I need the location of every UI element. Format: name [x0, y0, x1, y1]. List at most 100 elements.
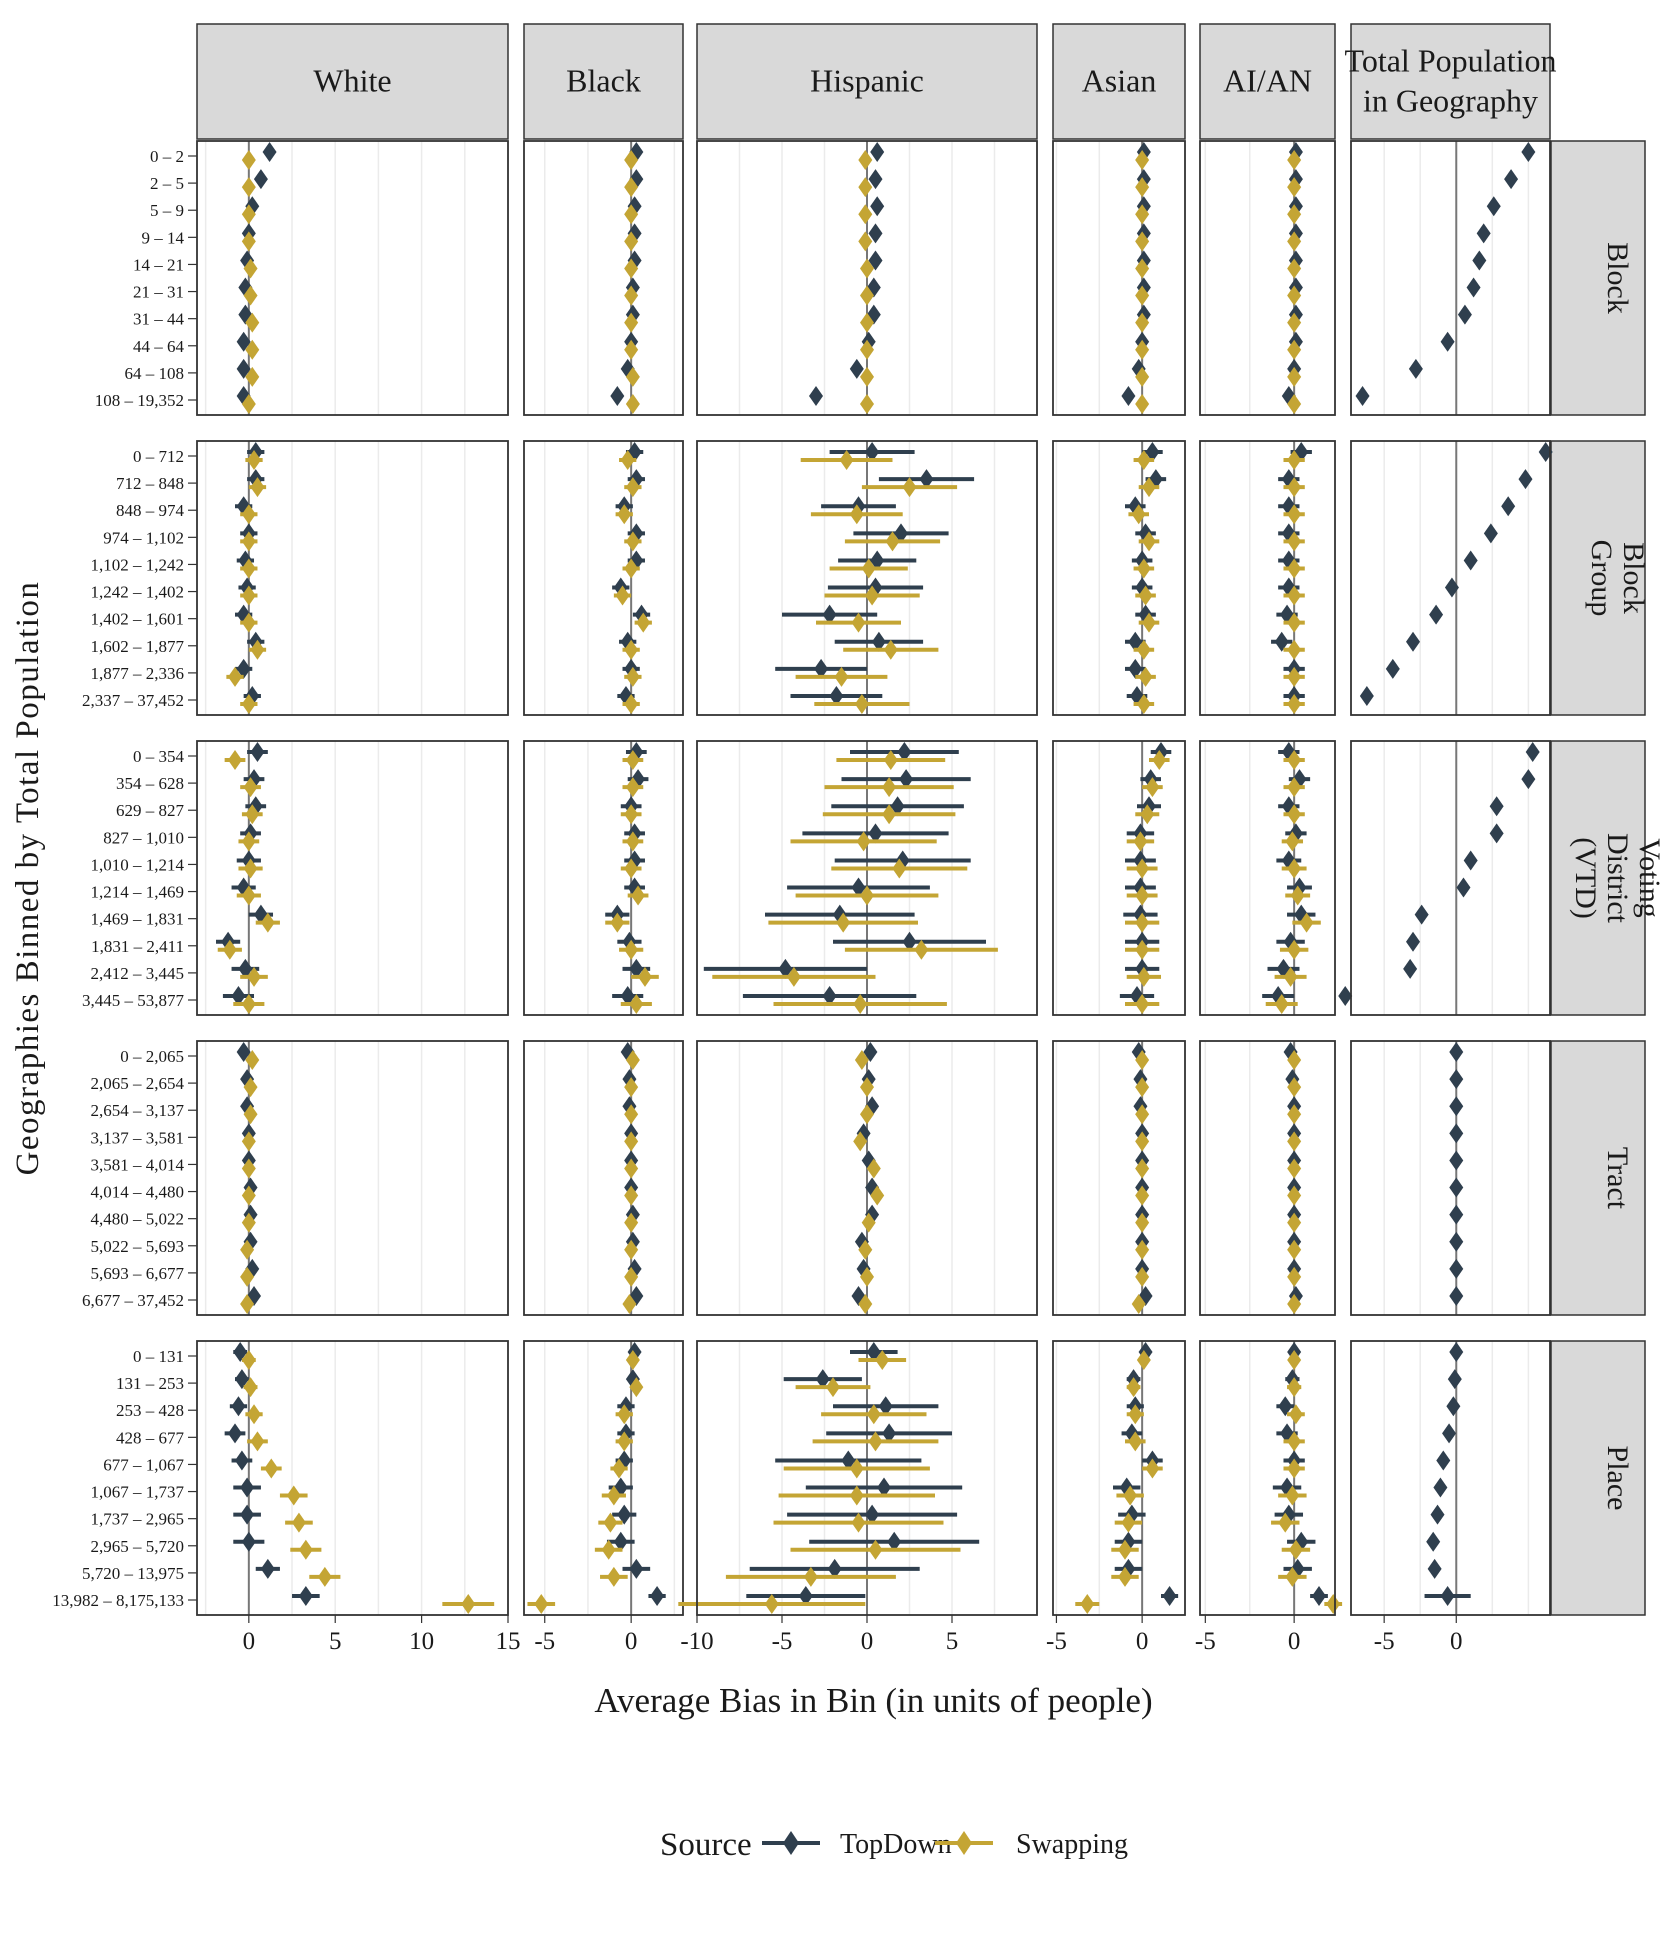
- x-tick-label: -10: [680, 1628, 713, 1655]
- point-swapping: [1128, 1431, 1143, 1452]
- point-topdown: [1406, 631, 1421, 652]
- y-tick-label: 5,022 – 5,693: [91, 1237, 185, 1256]
- point-swapping: [1287, 366, 1302, 387]
- point-topdown: [1449, 1204, 1464, 1225]
- point-swapping: [853, 994, 868, 1014]
- point-swapping: [1326, 1594, 1341, 1614]
- point-topdown: [1162, 1586, 1177, 1606]
- point-topdown: [234, 1450, 249, 1471]
- point-topdown: [1403, 958, 1418, 979]
- point-swapping: [606, 1566, 621, 1587]
- point-swapping: [243, 1377, 258, 1398]
- point-swapping: [914, 939, 929, 960]
- point-topdown: [1426, 1531, 1441, 1552]
- point-swapping: [620, 450, 635, 470]
- point-swapping: [241, 694, 256, 714]
- panel-border: [1350, 1040, 1551, 1316]
- y-tick-label: 253 – 428: [116, 1401, 184, 1420]
- point-topdown: [236, 1042, 251, 1062]
- point-swapping: [624, 339, 639, 360]
- point-swapping: [624, 1266, 639, 1287]
- y-axis-title: Geographies Binned by Total Population: [10, 581, 46, 1176]
- point-swapping: [858, 231, 873, 252]
- point-swapping: [854, 1050, 869, 1070]
- point-swapping: [243, 1077, 258, 1098]
- point-topdown: [894, 523, 908, 544]
- y-tick-label: 677 – 1,067: [103, 1455, 184, 1474]
- point-topdown: [865, 442, 880, 462]
- panel-background: [1351, 441, 1550, 715]
- column-strip-hispanic: [696, 23, 1038, 140]
- y-tick-label: 4,014 – 4,480: [91, 1183, 185, 1202]
- point-swapping: [241, 1212, 256, 1233]
- point-swapping: [1135, 1239, 1150, 1260]
- column-strip-label: Total Population: [1345, 43, 1557, 79]
- point-swapping: [625, 831, 640, 852]
- point-topdown: [1449, 1042, 1464, 1062]
- panel-border: [523, 740, 684, 1016]
- panel-border: [523, 1340, 684, 1616]
- panel-background: [1200, 1041, 1335, 1315]
- point-swapping: [250, 477, 265, 498]
- y-tick-label: 2 – 5: [150, 174, 184, 193]
- y-tick-label: 108 – 19,352: [95, 391, 184, 410]
- point-swapping: [241, 831, 256, 852]
- panel-border: [1199, 1040, 1336, 1316]
- point-swapping: [1288, 1539, 1303, 1560]
- point-swapping: [1135, 1266, 1150, 1287]
- point-swapping: [624, 558, 639, 579]
- point-topdown: [1463, 550, 1478, 571]
- point-swapping: [786, 966, 801, 987]
- point-swapping: [241, 994, 256, 1014]
- point-swapping: [1145, 1458, 1160, 1479]
- panel-background: [1053, 741, 1185, 1015]
- point-swapping: [625, 777, 640, 798]
- panel-background: [1053, 141, 1185, 415]
- y-tick-label: 0 – 354: [133, 747, 185, 766]
- row-strip-label: Block: [1601, 242, 1634, 314]
- panel-border: [1350, 440, 1551, 716]
- point-swapping: [240, 1266, 255, 1287]
- point-swapping: [625, 1350, 640, 1370]
- point-swapping: [1287, 477, 1302, 498]
- point-swapping: [1138, 666, 1153, 687]
- point-swapping: [250, 639, 265, 660]
- y-tick-label: 131 – 253: [116, 1374, 184, 1393]
- point-swapping: [241, 150, 256, 170]
- point-swapping: [1135, 994, 1150, 1014]
- panel-border: [1199, 1340, 1336, 1616]
- point-topdown: [1456, 877, 1471, 898]
- point-topdown: [1449, 1231, 1464, 1252]
- panel-border: [196, 1340, 509, 1616]
- panel-border: [196, 1040, 509, 1316]
- point-swapping: [241, 1350, 256, 1370]
- point-swapping: [892, 858, 907, 879]
- point-swapping: [1142, 477, 1156, 498]
- point-swapping: [1135, 939, 1150, 960]
- point-swapping: [240, 1239, 255, 1260]
- column-strip-asian: [1052, 23, 1186, 140]
- point-swapping: [534, 1594, 549, 1614]
- point-topdown: [1486, 196, 1501, 217]
- point-swapping: [860, 258, 874, 279]
- y-tick-label: 848 – 974: [116, 501, 185, 520]
- y-tick-label: 354 – 628: [116, 774, 184, 793]
- row-strip-place: [1550, 1340, 1646, 1616]
- point-swapping: [866, 1404, 881, 1425]
- point-swapping: [853, 1131, 868, 1152]
- point-swapping: [1287, 612, 1302, 633]
- point-topdown: [868, 169, 883, 190]
- legend-label-swapping: Swapping: [1016, 1829, 1128, 1860]
- point-swapping: [241, 204, 256, 225]
- y-tick-label: 5,720 – 13,975: [82, 1564, 184, 1583]
- x-tick-label: 0: [1450, 1628, 1463, 1655]
- point-swapping: [1287, 1077, 1302, 1098]
- point-swapping: [883, 750, 898, 770]
- point-swapping: [882, 804, 897, 825]
- point-swapping: [240, 1294, 255, 1314]
- x-tick-label: -5: [772, 1628, 793, 1655]
- point-swapping: [228, 666, 243, 687]
- point-topdown: [1489, 796, 1504, 817]
- point-swapping: [1287, 585, 1302, 606]
- point-swapping: [1287, 450, 1302, 470]
